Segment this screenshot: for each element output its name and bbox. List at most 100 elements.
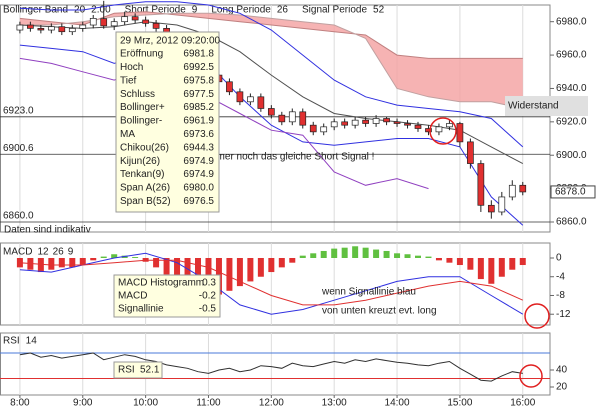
candle-body bbox=[226, 81, 233, 93]
legend-param: 12 bbox=[37, 247, 49, 258]
candle-body bbox=[477, 163, 485, 206]
tooltip-box bbox=[115, 31, 220, 213]
tooltip-label: MA bbox=[120, 129, 135, 140]
tooltip-label: MACD Histogramm bbox=[118, 278, 204, 289]
x-tick-label: 15:00 bbox=[447, 398, 472, 409]
histogram-bar bbox=[362, 247, 369, 258]
level-label: 6860.0 bbox=[3, 211, 34, 222]
candle-body bbox=[152, 23, 160, 29]
legend-name: RSI bbox=[3, 336, 20, 347]
candle-body bbox=[320, 126, 328, 133]
candle-body bbox=[372, 118, 380, 124]
histogram-bar bbox=[331, 248, 338, 258]
macd-panel bbox=[0, 242, 551, 326]
y-tick-label: 6960.0 bbox=[556, 50, 587, 61]
y-tick-label: 40 bbox=[556, 365, 568, 376]
histogram-bar bbox=[69, 257, 76, 268]
histogram-bar bbox=[383, 250, 390, 258]
y-tick-label: 6900.0 bbox=[556, 150, 587, 161]
tooltip-value: 6961.9 bbox=[183, 116, 214, 127]
tooltip-value: 6973.6 bbox=[183, 129, 214, 140]
last-price-box bbox=[550, 185, 596, 199]
annotation: wenn Signallinie blau bbox=[321, 287, 416, 298]
tooltip-value: 52.1 bbox=[140, 365, 160, 376]
candle-body bbox=[519, 184, 527, 193]
tooltip-value: 6977.5 bbox=[183, 89, 214, 100]
histogram-bar bbox=[236, 257, 243, 287]
candle-body bbox=[456, 123, 464, 143]
tooltip-label: Schluss bbox=[120, 89, 155, 100]
candle-body bbox=[487, 204, 495, 213]
x-tick-label: 11:00 bbox=[196, 398, 221, 409]
histogram-bar bbox=[111, 254, 118, 258]
tooltip-value: -0.2 bbox=[199, 291, 217, 302]
tooltip-label: RSI bbox=[118, 365, 135, 376]
histogram-bar bbox=[100, 256, 107, 258]
x-tick-label: 16:00 bbox=[510, 398, 535, 409]
histogram-bar bbox=[153, 257, 160, 268]
histogram-bar bbox=[58, 257, 65, 268]
tooltip-value: 0.3 bbox=[202, 278, 216, 289]
histogram-bar bbox=[352, 246, 359, 258]
y-tick-label: -4 bbox=[556, 271, 565, 282]
legend-param: 9 bbox=[68, 247, 74, 258]
histogram-bar bbox=[320, 250, 327, 258]
legend-param: 2.00 bbox=[91, 5, 111, 16]
candle-body bbox=[393, 121, 401, 124]
tooltip-value: 6980.0 bbox=[183, 183, 214, 194]
tooltip-box bbox=[113, 274, 221, 318]
tooltip-label: Hoch bbox=[120, 62, 143, 73]
candle-body bbox=[383, 118, 390, 123]
candle-body bbox=[299, 111, 307, 126]
candle-body bbox=[351, 119, 359, 126]
y-tick-label: 6980.0 bbox=[556, 16, 587, 27]
candle-body bbox=[508, 184, 516, 198]
tooltip-value: 6974.9 bbox=[183, 156, 214, 167]
tooltip-label: MACD bbox=[118, 291, 147, 302]
tooltip-value: 6981.8 bbox=[183, 49, 214, 60]
candle-body bbox=[467, 141, 474, 164]
candle-body bbox=[236, 91, 244, 103]
candle-body bbox=[257, 96, 265, 109]
candle-body bbox=[341, 121, 349, 126]
macd-line bbox=[19, 252, 524, 315]
histogram-bar bbox=[467, 257, 474, 270]
rsi-panel bbox=[0, 332, 551, 396]
level-label: 6900.6 bbox=[3, 143, 34, 154]
candle-body bbox=[425, 128, 432, 133]
candle-body bbox=[309, 124, 317, 133]
highlight-circle bbox=[524, 303, 550, 329]
legend-name: Short Periode bbox=[125, 5, 187, 16]
tooltip-value: -0.5 bbox=[199, 304, 217, 315]
main-panel bbox=[0, 4, 551, 233]
histogram-bar bbox=[299, 255, 306, 258]
tooltip-label: Tenkan(9) bbox=[120, 169, 164, 180]
histogram-bar bbox=[456, 257, 463, 266]
annotation: Widerstand bbox=[508, 101, 559, 112]
candle-body bbox=[110, 21, 118, 27]
tooltip-value: 6976.5 bbox=[183, 196, 214, 207]
tooltip-label: Bollinger+ bbox=[120, 102, 165, 113]
histogram-bar bbox=[132, 257, 139, 258]
histogram-bar bbox=[404, 254, 411, 258]
tooltip-label: Span A(26) bbox=[120, 183, 170, 194]
histogram-bar bbox=[477, 257, 484, 280]
y-tick-label: -12 bbox=[556, 309, 571, 320]
candle-body bbox=[446, 123, 453, 128]
tooltip-label: Signallinie bbox=[118, 304, 164, 315]
x-tick-label: 13:00 bbox=[322, 398, 347, 409]
candle-body bbox=[267, 108, 275, 116]
y-tick-label: -8 bbox=[556, 290, 565, 301]
indicator-line bbox=[19, 44, 524, 226]
annotation: immer noch das gleiche Short Signal ! bbox=[206, 152, 374, 163]
histogram-bar bbox=[278, 257, 285, 268]
tooltip-label: Bollinger- bbox=[120, 116, 162, 127]
histogram-bar bbox=[488, 257, 495, 284]
candle-body bbox=[330, 121, 338, 128]
histogram-bar bbox=[48, 257, 55, 270]
y-tick-label: 6920.0 bbox=[556, 116, 587, 127]
candle-body bbox=[47, 26, 55, 31]
histogram-bar bbox=[79, 257, 86, 266]
histogram-bar bbox=[174, 257, 181, 282]
note: Daten sind indikativ bbox=[4, 225, 91, 236]
